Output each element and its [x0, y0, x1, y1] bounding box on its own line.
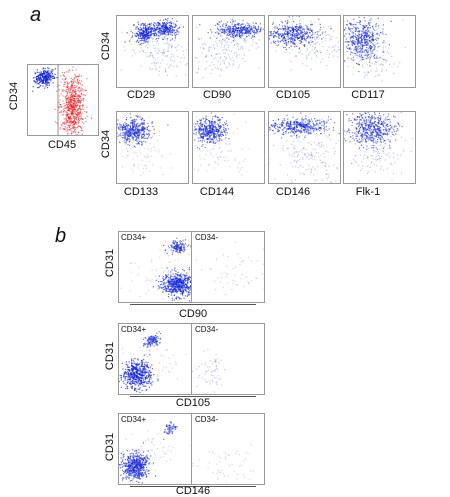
scatter-cd90-cd34-pos	[120, 237, 191, 302]
x-label-cd29: CD29	[126, 89, 156, 101]
plot-cd90	[192, 15, 265, 88]
b-plot-cd90-neg	[191, 231, 265, 303]
b-row2-y-label: CD31	[104, 341, 116, 371]
scatter-cd144	[193, 112, 250, 183]
x-label-cd90: CD90	[202, 89, 232, 101]
plot-flk1	[343, 111, 416, 184]
scatter-cd90-cd34-neg	[195, 241, 264, 295]
scatter-cd29	[120, 18, 188, 77]
scatter-cd105-cd34-neg	[192, 348, 226, 394]
b-x-label-cd146: CD146	[175, 485, 211, 497]
plot-cd133	[116, 111, 189, 184]
b-row2-neg-tag: CD34-	[195, 325, 219, 334]
plot-cd146	[268, 111, 341, 184]
scatter-cd105	[269, 16, 340, 71]
x-label-cd105: CD105	[275, 89, 311, 101]
plot-cd29	[116, 15, 189, 88]
b-row1-x-axis-line	[130, 304, 256, 305]
b-row2-x-axis-line	[130, 396, 256, 397]
plot-cd105	[268, 15, 341, 88]
b-plot-cd146-neg	[191, 413, 265, 485]
grid-row1-y-label: CD34	[100, 31, 112, 61]
b-plot-cd105-pos	[118, 323, 192, 395]
scatter-cd105-cd34-pos	[119, 331, 187, 393]
plot-cd117	[343, 15, 416, 88]
b-row3-neg-tag: CD34-	[195, 415, 219, 424]
b-row3-x-axis-line	[130, 486, 256, 487]
scatter-cd146-cd34-neg	[192, 444, 254, 483]
x-label-cd133: CD133	[123, 186, 159, 198]
scatter-cd146-cd34-pos	[119, 419, 191, 484]
x-label-cd146: CD146	[275, 186, 311, 198]
grid-row2-y-label: CD34	[100, 129, 112, 159]
scatter-cd133	[117, 113, 172, 177]
b-row1-y-label: CD31	[104, 248, 116, 278]
scatter-cd117	[344, 16, 406, 82]
x-label-flk1: Flk-1	[355, 186, 381, 198]
scatter-cd90	[195, 19, 264, 79]
gate-scatter	[32, 65, 93, 135]
x-label-cd144: CD144	[199, 186, 235, 198]
b-row3-pos-tag: CD34+	[121, 415, 147, 424]
plot-cd144	[192, 111, 265, 184]
panel-b-letter: b	[55, 225, 67, 247]
x-label-cd117: CD117	[351, 89, 385, 101]
b-x-label-cd90: CD90	[178, 308, 208, 320]
scatter-flk1	[344, 112, 414, 182]
b-row1-neg-tag: CD34-	[195, 233, 219, 242]
b-plot-cd146-pos	[118, 413, 192, 485]
b-x-label-cd105: CD105	[175, 397, 211, 409]
gate-plot	[27, 64, 99, 136]
panel-a-letter: a	[30, 4, 42, 26]
scatter-cd146	[269, 112, 340, 183]
b-row1-pos-tag: CD34+	[121, 233, 147, 242]
b-row3-y-label: CD31	[104, 432, 116, 462]
b-row2-pos-tag: CD34+	[121, 325, 147, 334]
gate-y-label: CD34	[8, 81, 20, 111]
gate-x-label: CD45	[47, 139, 77, 151]
b-plot-cd105-neg	[191, 323, 265, 395]
